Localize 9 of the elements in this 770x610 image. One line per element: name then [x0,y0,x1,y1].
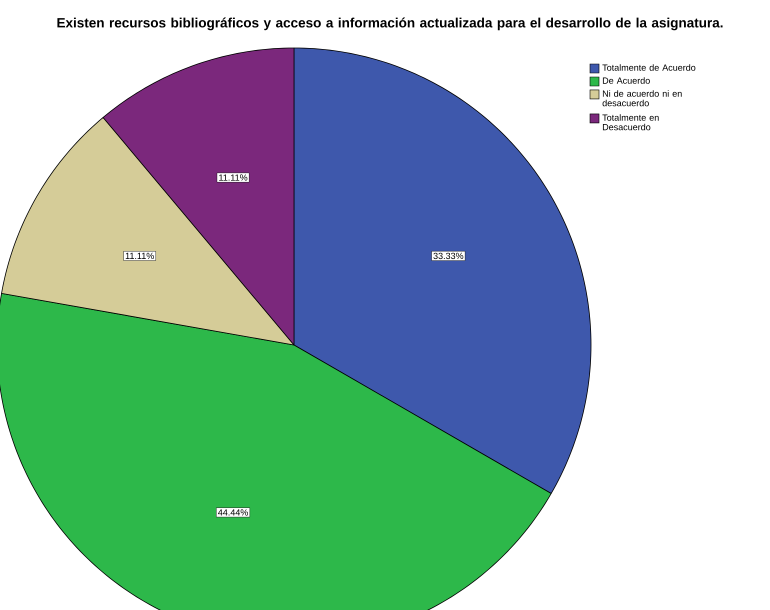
legend-label: Ni de acuerdo ni en desacuerdo [602,90,682,106]
legend-label: Totalmente en Desacuerdo [602,114,659,130]
chart-title: Existen recursos bibliográficos y acceso a información actualizada para el desarrollo de la asignatura. [57,18,723,30]
data-label: 44.44% [218,509,248,516]
data-label: 11.11% [219,174,248,181]
legend-label: Totalmente de Acuerdo [602,64,696,71]
data-label: 11.11% [126,252,154,260]
data-label: 33.33% [433,252,464,260]
legend-label: De Acuerdo [602,77,650,84]
